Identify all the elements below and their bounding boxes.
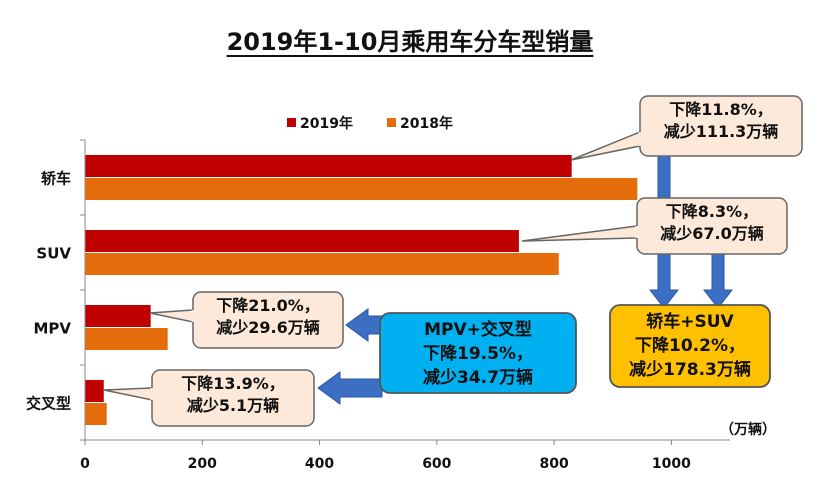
callout-sedan-suv-box [609,304,771,388]
callout-crossover-tail [103,387,153,401]
callout-mpv-line2: 减少29.6万辆 [216,318,320,337]
legend-swatch-2019 [287,118,296,127]
x-tick-label: 0 [80,456,90,472]
callout-sedan-suv-total: 轿车+SUV 下降10.2%， 减少178.3万辆 [610,310,770,382]
callout-mpv-crossover-box [379,312,577,394]
bar-crossover-2019 [85,380,104,402]
callout-sedan-suv-line3: 减少178.3万辆 [629,360,751,380]
x-tick-label: 800 [539,456,568,472]
callout-sedan-tail [570,130,641,161]
callout-mpv-crossover-total: MPV+交叉型 下降19.5%， 减少34.7万辆 [380,318,576,390]
bar-mpv-2018 [85,328,168,350]
x-tick-label: 600 [422,456,451,472]
callout-crossover-line1: 下降13.9%， [181,374,285,393]
callout-sedan-box [639,95,803,157]
callout-mpv: 下降21.0%， 减少29.6万辆 [193,295,343,339]
y-tick-label-suv: SUV [36,245,71,263]
legend-label-2018: 2018年 [400,115,453,132]
arrow-to-crossover-icon [317,371,383,405]
bar-sedan-2018 [85,178,638,200]
arrow-suv-to-total-icon [702,247,734,309]
x-axis-unit-label: （万辆） [720,421,776,438]
callout-sedan-suv-line2: 下降10.2%， [635,336,745,356]
bar-suv-2019 [85,230,519,252]
legend-label-2019: 2019年 [300,115,353,132]
callout-suv: 下降8.3%， 减少67.0万辆 [637,201,787,245]
callout-mpv-cross-line1: MPV+交叉型 [424,320,532,340]
callout-sedan-suv-line1: 轿车+SUV [646,312,734,332]
callout-mpv-line1: 下降21.0%， [216,296,320,315]
callout-sedan: 下降11.8%， 减少111.3万辆 [640,99,802,143]
x-tick-label: 200 [188,456,217,472]
arrow-to-mpv-icon [345,308,383,342]
callout-suv-line1: 下降8.3%， [665,202,759,221]
callout-crossover: 下降13.9%， 减少5.1万辆 [152,373,314,417]
callout-mpv-cross-line3: 减少34.7万辆 [423,368,533,388]
callout-sedan-line2: 减少111.3万辆 [663,122,779,141]
callout-suv-line2: 减少67.0万辆 [660,224,764,243]
bar-mpv-2019 [85,305,151,327]
legend-swatch-2018 [387,118,396,127]
chart-title: 2019年1-10月乘用车分车型销量 [226,28,594,56]
callout-crossover-line2: 减少5.1万辆 [186,396,280,415]
callout-mpv-cross-line2: 下降19.5%， [423,344,533,364]
callout-suv-tail [521,225,638,242]
x-tick-label: 1000 [652,456,691,472]
bar-sedan-2019 [85,155,572,177]
bar-crossover-2018 [85,403,107,425]
callout-sedan-line1: 下降11.8%， [669,100,773,119]
y-tick-label-sedan: 轿车 [41,170,71,188]
bar-suv-2018 [85,253,559,275]
y-tick-label-mpv: MPV [33,320,71,338]
y-tick-label-crossover: 交叉型 [26,395,71,413]
x-tick-label: 400 [305,456,334,472]
callout-mpv-tail [149,309,194,323]
